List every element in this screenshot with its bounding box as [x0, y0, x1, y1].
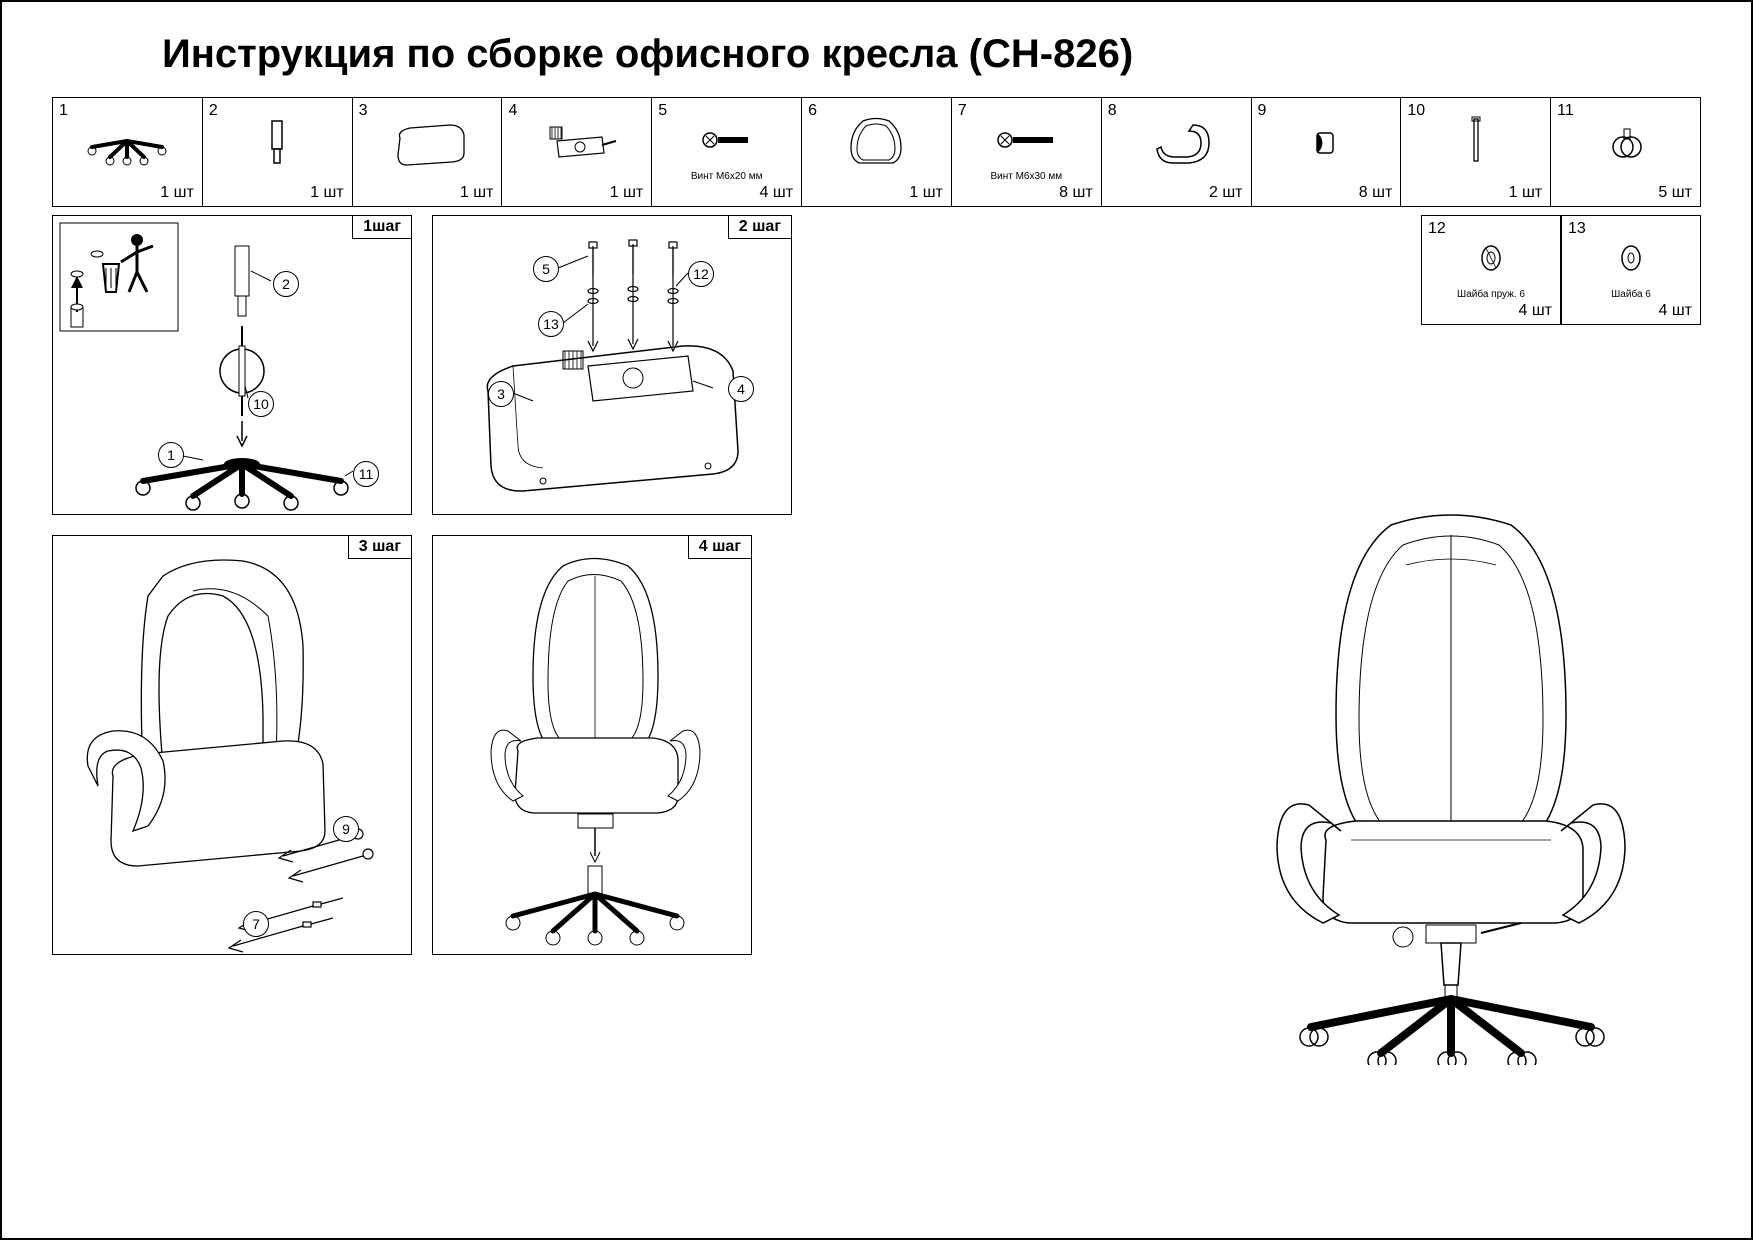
- step-4-label: 4 шаг: [688, 536, 751, 559]
- part-number: 3: [359, 102, 368, 120]
- part-sublabel: [1102, 172, 1251, 182]
- part-quantity: 8 шт: [952, 182, 1101, 206]
- part-number: 6: [808, 102, 817, 120]
- part-icon: [353, 98, 502, 172]
- part-cell: 4 1 шт: [502, 98, 652, 206]
- part-cell: 3 1 шт: [353, 98, 503, 206]
- part-quantity: 1 шт: [1401, 182, 1550, 206]
- step1-inset-icon: [59, 222, 179, 332]
- part-number: 11: [1557, 102, 1574, 120]
- part-number: 2: [209, 102, 218, 120]
- part-number: 9: [1258, 102, 1267, 120]
- part-quantity: 1 шт: [53, 182, 202, 206]
- part-number: 13: [1568, 220, 1586, 238]
- final-chair-illustration: [1231, 505, 1671, 1065]
- part-icon: [53, 98, 202, 172]
- step4-diagram: [433, 536, 753, 956]
- part-number: 12: [1428, 220, 1446, 238]
- part-sublabel: [1401, 172, 1550, 182]
- step-2-label: 2 шаг: [728, 216, 791, 239]
- callout: 5: [533, 256, 559, 282]
- step-4-box: 4 шаг: [432, 535, 752, 955]
- part-quantity: 1 шт: [802, 182, 951, 206]
- part-number: 7: [958, 102, 967, 120]
- part-number: 4: [508, 102, 517, 120]
- step-1-box: 1шаг: [52, 215, 412, 515]
- part-icon: [203, 98, 352, 172]
- part-sublabel: Шайба 6: [1562, 289, 1700, 300]
- part-quantity: 1 шт: [203, 182, 352, 206]
- part-cell: 12 Шайба пруж. 64 шт: [1421, 215, 1561, 325]
- part-number: 1: [59, 102, 68, 120]
- part-quantity: 4 шт: [652, 182, 801, 206]
- part-cell: 5 Винт М6х20 мм4 шт: [652, 98, 802, 206]
- part-cell: 11 5 шт: [1551, 98, 1700, 206]
- part-cell: 10 1 шт: [1401, 98, 1551, 206]
- assembly-instruction-page: Инструкция по сборке офисного кресла (CH…: [0, 0, 1753, 1240]
- part-quantity: 8 шт: [1252, 182, 1401, 206]
- step3-diagram: [53, 536, 413, 956]
- callout: 2: [273, 271, 299, 297]
- part-cell: 7 Винт М6х30 мм8 шт: [952, 98, 1102, 206]
- part-sublabel: [203, 172, 352, 182]
- part-sublabel: Винт М6х30 мм: [952, 171, 1101, 182]
- part-icon: [1252, 98, 1401, 172]
- steps-area: 12Шайба пруж. 64 шт13Шайба 64 шт 1шаг: [52, 215, 1701, 1085]
- callout: 1: [158, 442, 184, 468]
- step2-diagram: [433, 216, 793, 516]
- callout: 7: [243, 911, 269, 937]
- part-icon: [502, 98, 651, 172]
- parts-list-row-1: 1 1 шт 2 1 шт 3 1 шт 4 1 шт 5 Винт М6х20 мм4 шт 6 1…: [52, 97, 1701, 207]
- part-icon: [1102, 98, 1251, 172]
- part-number: 8: [1108, 102, 1117, 120]
- part-number: 10: [1407, 102, 1425, 120]
- callout: 12: [688, 261, 714, 287]
- part-sublabel: [502, 172, 651, 182]
- step-3-label: 3 шаг: [348, 536, 411, 559]
- part-icon: [802, 98, 951, 172]
- part-quantity: 4 шт: [1422, 300, 1560, 324]
- callout: 4: [728, 376, 754, 402]
- step-1-label: 1шаг: [352, 216, 411, 239]
- part-cell: 2 1 шт: [203, 98, 353, 206]
- callout: 3: [488, 381, 514, 407]
- part-quantity: 1 шт: [353, 182, 502, 206]
- part-number: 5: [658, 102, 667, 120]
- part-cell: 6 1 шт: [802, 98, 952, 206]
- part-cell: 1 1 шт: [53, 98, 203, 206]
- step-3-box: 3 шаг: [52, 535, 412, 955]
- part-cell: 8 2 шт: [1102, 98, 1252, 206]
- part-sublabel: [53, 172, 202, 182]
- part-icon: [652, 98, 801, 171]
- part-quantity: 2 шт: [1102, 182, 1251, 206]
- callout: 11: [353, 461, 379, 487]
- part-sublabel: [353, 172, 502, 182]
- part-sublabel: Шайба пруж. 6: [1422, 289, 1560, 300]
- part-cell: 13 Шайба 64 шт: [1561, 215, 1701, 325]
- part-cell: 9 8 шт: [1252, 98, 1402, 206]
- step-2-box: 2 шаг: [432, 215, 792, 515]
- part-icon: [952, 98, 1101, 171]
- part-quantity: 4 шт: [1562, 300, 1700, 324]
- part-sublabel: Винт М6х20 мм: [652, 171, 801, 182]
- part-sublabel: [802, 172, 951, 182]
- part-quantity: 1 шт: [502, 182, 651, 206]
- part-sublabel: [1252, 172, 1401, 182]
- page-title: Инструкция по сборке офисного кресла (CH…: [162, 32, 1701, 77]
- callout: 10: [248, 391, 274, 417]
- part-sublabel: [1551, 172, 1700, 182]
- callout: 13: [538, 311, 564, 337]
- callout: 9: [333, 816, 359, 842]
- part-quantity: 5 шт: [1551, 182, 1700, 206]
